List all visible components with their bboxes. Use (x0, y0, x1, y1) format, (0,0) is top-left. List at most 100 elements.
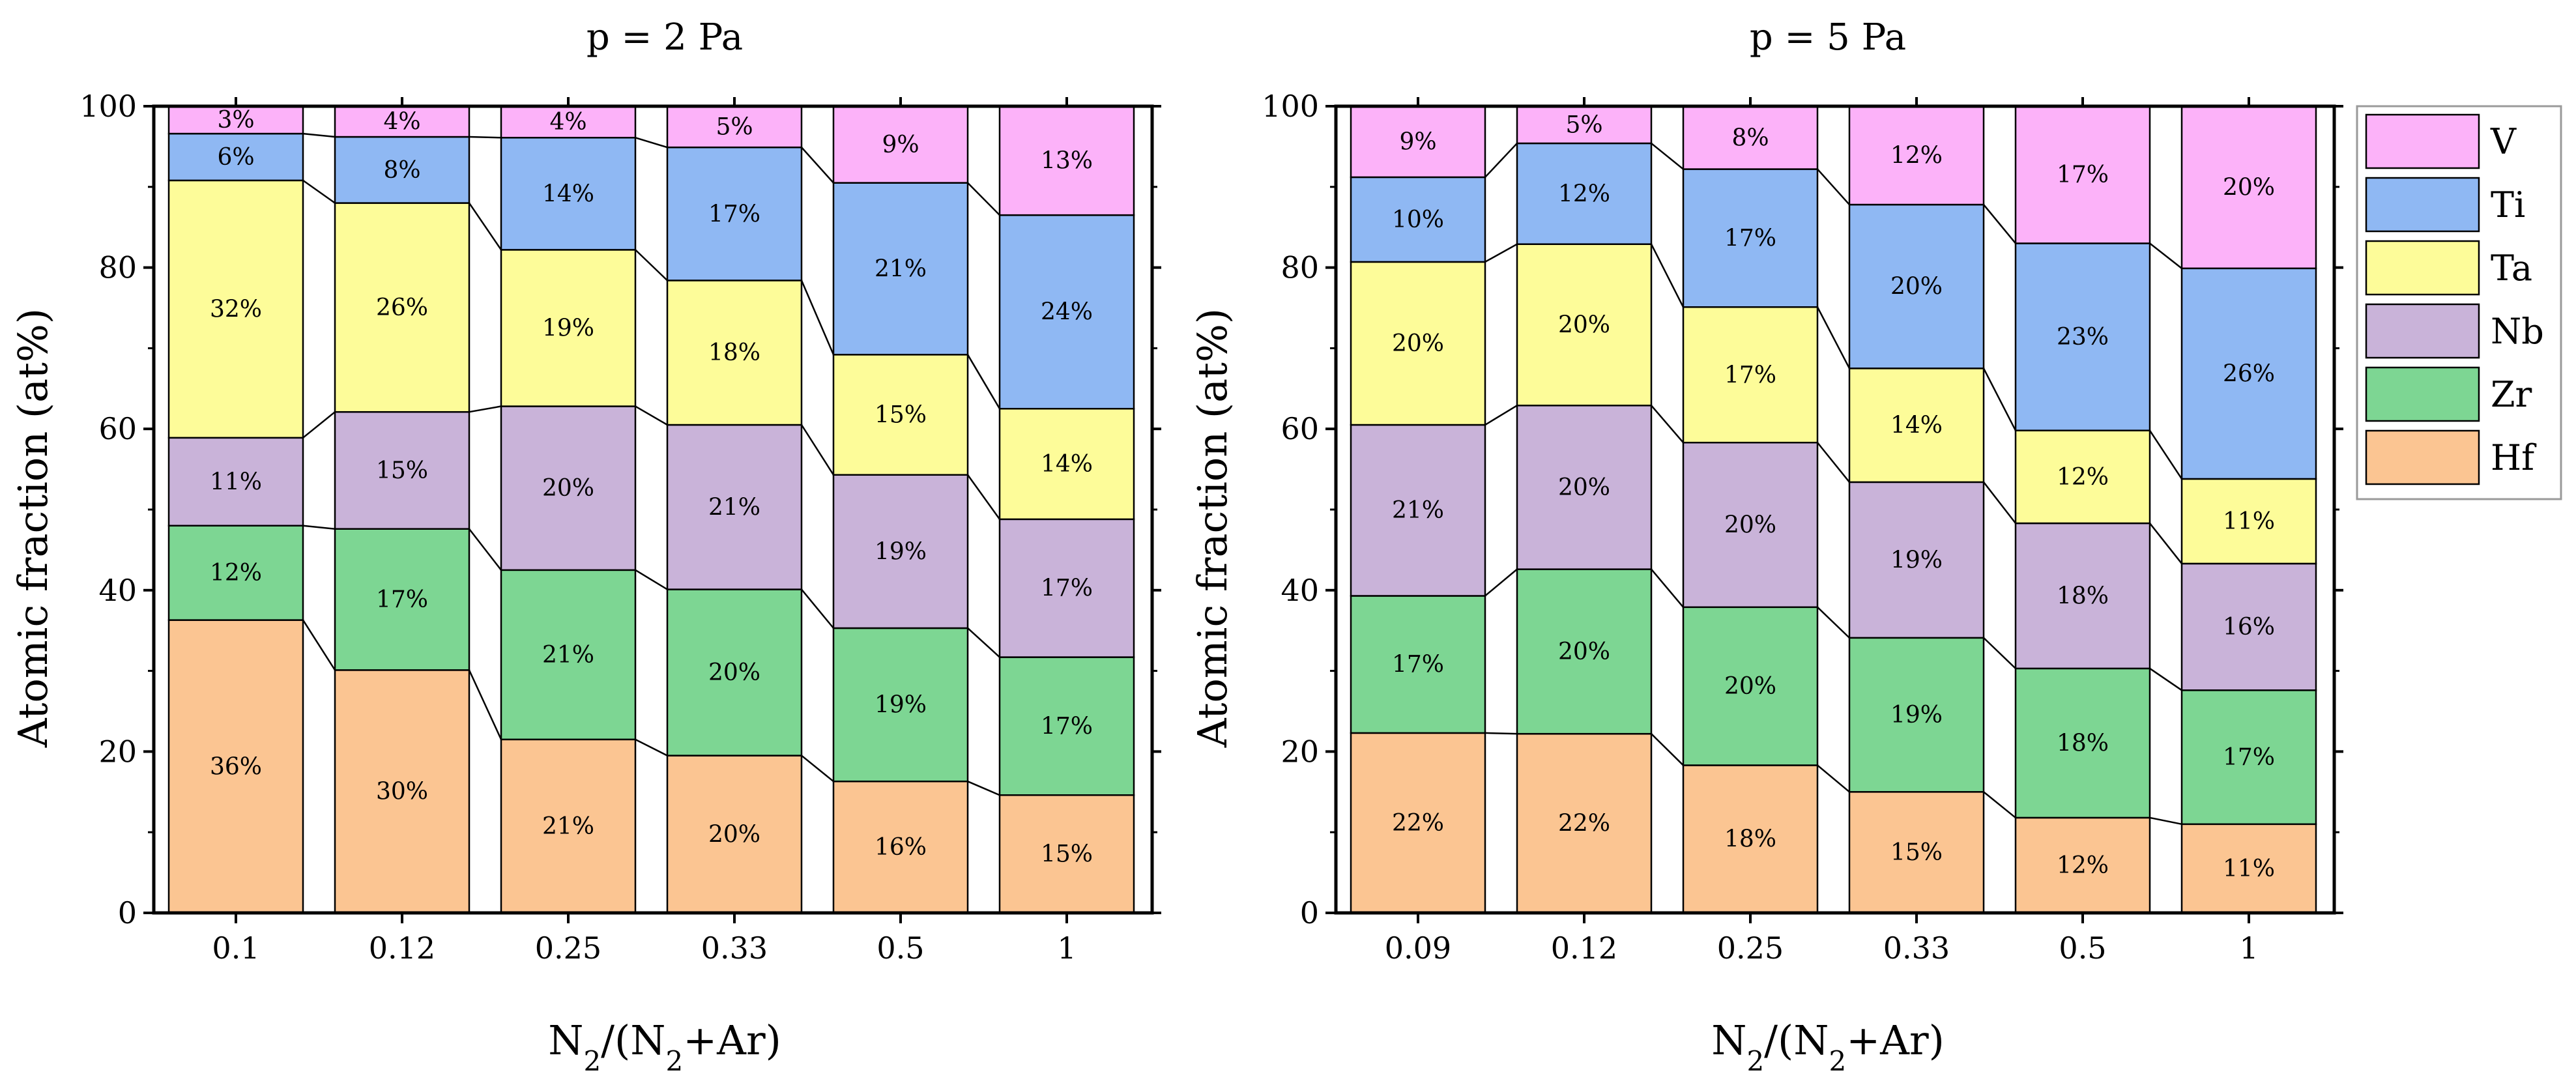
data-label: 15% (1890, 839, 1943, 866)
data-label: 15% (376, 457, 428, 484)
connector-line (635, 249, 668, 281)
data-label: 20% (1392, 330, 1444, 357)
bar-segment-nb (1350, 424, 1486, 597)
connector-line (967, 627, 1000, 658)
bar-segment-nb (1848, 481, 1985, 639)
data-label: 21% (875, 255, 927, 282)
data-label: 18% (2057, 730, 2109, 757)
data-label: 20% (1724, 512, 1776, 539)
x-label-subscript: 2 (583, 1045, 601, 1077)
data-label: 17% (708, 201, 760, 227)
connector-line (302, 619, 336, 671)
data-label: 20% (708, 659, 760, 686)
legend-swatch-ti (2365, 177, 2480, 233)
data-label: 23% (2057, 324, 2109, 351)
connector-line (1484, 568, 1518, 597)
bar-segment-nb (666, 424, 803, 590)
bar-segment-ta (1516, 243, 1653, 407)
bar-segment-hf (334, 669, 470, 914)
data-label: 9% (1399, 128, 1436, 155)
connector-line (800, 424, 835, 476)
connector-line (468, 202, 502, 251)
data-label: 17% (1041, 575, 1093, 602)
legend-label: V (2490, 121, 2517, 162)
data-label: 16% (875, 834, 927, 861)
connector-line (1650, 244, 1685, 308)
connector-line (801, 588, 834, 629)
legend-label: Hf (2491, 437, 2537, 478)
bar-segment-v (1516, 105, 1653, 145)
connector-line (469, 405, 502, 413)
chart-title: p = 5 Pa (1750, 16, 1906, 59)
bar-segment-ti (167, 132, 304, 182)
x-label-subscript: 2 (1746, 1045, 1764, 1077)
y-tick-label: 80 (1281, 250, 1319, 285)
bar-segment-v (1848, 105, 1985, 206)
x-ticks: 0.1 0.12 0.25 0.33 0.5 1 (212, 97, 1077, 966)
data-label: 26% (376, 295, 428, 321)
bar-segment-ta (334, 202, 470, 413)
data-label: 12% (2057, 464, 2109, 491)
data-label: 14% (542, 180, 594, 207)
bar-stacks: 36% 12% 11% 32% 6% 3% 30% 17% 15% 26% 8% 4% 21% 21% 20… (167, 105, 1135, 914)
bar-segment-nb (334, 411, 470, 530)
bar-segment-ta (1848, 368, 1985, 483)
connector-line (801, 147, 834, 184)
bar-segment-ti (334, 136, 470, 204)
x-tick-label: 1 (2239, 930, 2258, 966)
bar-segment-zr (1848, 637, 1985, 793)
bar-segment-v (666, 105, 803, 149)
data-label: 36% (210, 753, 262, 780)
connector-lines (302, 132, 1001, 796)
data-label: 16% (2223, 614, 2275, 641)
data-label: 11% (210, 468, 262, 495)
bar-segment-zr (500, 569, 637, 741)
bar-segment-ti (500, 137, 637, 251)
data-label: 17% (1392, 652, 1444, 678)
data-label: 15% (1041, 841, 1093, 868)
data-label: 20% (542, 475, 594, 502)
bar-segment-v (334, 105, 470, 138)
connector-line (2149, 667, 2182, 691)
bar-segment-ti (1682, 168, 1819, 308)
data-label: 26% (2223, 360, 2275, 387)
connector-line (967, 781, 1000, 796)
data-label: 20% (1890, 274, 1943, 300)
y-tick-label: 60 (98, 411, 137, 446)
data-label: 8% (383, 157, 420, 184)
connector-line (800, 280, 835, 355)
x-tick-label: 0.25 (535, 930, 601, 966)
connector-line (2149, 242, 2182, 269)
data-label: 10% (1392, 207, 1444, 233)
bar-segment-hf (1682, 764, 1819, 914)
x-tick-label: 0.25 (1717, 930, 1784, 966)
data-label: 11% (2223, 856, 2275, 882)
data-label: 18% (708, 339, 760, 366)
bar-segment-ta (2180, 478, 2317, 565)
data-label: 4% (549, 109, 586, 136)
bar-segment-nb (2014, 522, 2151, 670)
data-label: 19% (542, 315, 594, 341)
bar-segment-ti (2180, 267, 2317, 480)
data-label: 12% (2057, 852, 2109, 879)
connector-line (1651, 142, 1684, 170)
connector-line (1983, 791, 2016, 818)
y-tick-label: 0 (118, 895, 137, 930)
data-label: 20% (1558, 311, 1610, 338)
legend-swatch-zr (2365, 366, 2480, 422)
bar-segment-zr (1350, 595, 1486, 734)
bar-segment-v (1350, 105, 1486, 179)
bar-segment-v (2180, 105, 2317, 270)
bar-segment-ti (1848, 203, 1985, 369)
bar-segment-ti (832, 182, 969, 356)
x-tick-label: 0.09 (1385, 930, 1451, 966)
connector-line (1817, 606, 1850, 639)
bar-segment-zr (2014, 667, 2151, 819)
bar-segment-hf (832, 780, 969, 914)
data-label: 17% (1724, 362, 1776, 388)
connector-line (1983, 482, 2016, 524)
bar-segment-zr (666, 588, 803, 757)
data-label: 17% (1724, 225, 1776, 252)
bar-segment-zr (1516, 568, 1653, 735)
y-axis-label: Atomic fraction (at%) (9, 308, 57, 748)
